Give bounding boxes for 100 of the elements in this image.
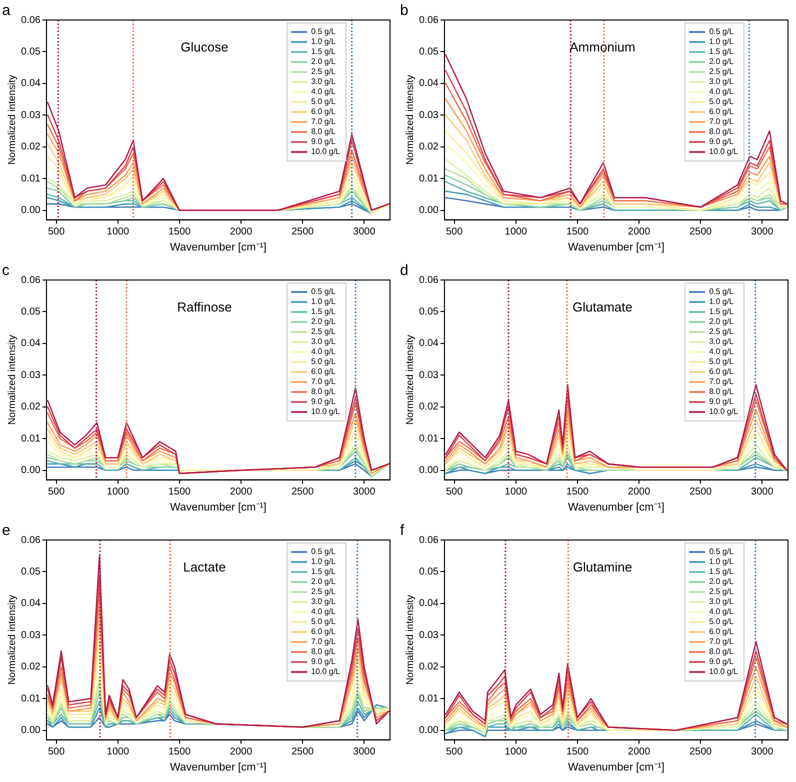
legend-label: 8.0 g/L xyxy=(709,127,734,136)
x-axis-title: Wavenumber [cm⁻¹] xyxy=(568,241,664,254)
x-tick-label: 1500 xyxy=(566,486,590,498)
legend-label: 4.0 g/L xyxy=(311,347,336,356)
x-tick-label: 2000 xyxy=(230,226,253,238)
chart-title: c xyxy=(2,262,10,280)
y-tick-label: 0.05 xyxy=(20,46,41,58)
x-tick-label: 2500 xyxy=(689,486,712,498)
x-tick-label: 1000 xyxy=(106,226,130,238)
y-tick-label: 0.02 xyxy=(418,142,439,153)
y-tick-label: 0.03 xyxy=(418,630,439,641)
legend-label: 10.0 g/L xyxy=(311,407,341,416)
legend-label: 1.0 g/L xyxy=(709,557,734,566)
x-tick-label: 3000 xyxy=(353,746,376,758)
legend-label: 1.5 g/L xyxy=(311,47,336,56)
x-tick-label: 3000 xyxy=(751,226,774,238)
legend-label: 2.0 g/L xyxy=(709,317,734,326)
y-axis-title: Normalized intensity xyxy=(404,594,416,685)
legend-label: 10.0 g/L xyxy=(709,407,739,416)
x-tick-label: 1500 xyxy=(168,746,192,758)
legend-label: 5.0 g/L xyxy=(709,97,734,106)
legend-label: 7.0 g/L xyxy=(311,117,336,126)
y-tick-label: 0.05 xyxy=(418,306,439,318)
legend-label: 1.5 g/L xyxy=(709,307,734,316)
x-tick-label: 1000 xyxy=(504,226,528,238)
x-tick-label: 500 xyxy=(48,226,66,238)
legend-label: 9.0 g/L xyxy=(311,137,336,146)
legend-label: 1.0 g/L xyxy=(311,37,336,46)
y-tick-label: 0.00 xyxy=(418,465,439,476)
x-tick-label: 3000 xyxy=(751,746,774,758)
legend-label: 3.0 g/L xyxy=(311,77,336,86)
x-tick-label: 2000 xyxy=(628,486,651,498)
legend-label: 8.0 g/L xyxy=(311,647,336,656)
x-tick-label: 2000 xyxy=(628,746,651,758)
legend-label: 7.0 g/L xyxy=(709,377,734,386)
x-axis-title: Wavenumber [cm⁻¹] xyxy=(568,761,664,774)
y-tick-label: 0.03 xyxy=(418,110,439,121)
annotation: Glutamine xyxy=(572,560,632,575)
y-tick-label: 0.04 xyxy=(20,338,41,350)
x-axis-title: Wavenumber [cm⁻¹] xyxy=(170,501,266,514)
x-tick-label: 500 xyxy=(48,486,66,498)
legend-label: 2.0 g/L xyxy=(709,577,734,586)
legend-label: 0.5 g/L xyxy=(709,287,734,296)
annotation: Glutamate xyxy=(572,300,632,315)
annotation: Ammonium xyxy=(570,40,636,55)
legend-label: 6.0 g/L xyxy=(311,367,336,376)
legend-label: 8.0 g/L xyxy=(709,647,734,656)
legend-label: 2.5 g/L xyxy=(709,587,734,596)
x-tick-label: 1000 xyxy=(504,486,528,498)
legend-label: 5.0 g/L xyxy=(311,617,336,626)
y-tick-label: 0.02 xyxy=(418,662,439,673)
legend-label: 4.0 g/L xyxy=(709,347,734,356)
chart-title: e xyxy=(2,522,10,540)
legend-label: 5.0 g/L xyxy=(311,97,336,106)
legend-label: 2.0 g/L xyxy=(311,57,336,66)
y-axis-title: Normalized intensity xyxy=(6,334,18,425)
legend-label: 9.0 g/L xyxy=(311,397,336,406)
legend-label: 0.5 g/L xyxy=(709,27,734,36)
y-tick-label: 0.06 xyxy=(418,274,439,286)
legend-label: 7.0 g/L xyxy=(709,637,734,646)
y-tick-label: 0.03 xyxy=(20,630,41,641)
y-tick-label: 0.04 xyxy=(418,598,439,610)
chart-title: d xyxy=(400,262,408,280)
legend-label: 3.0 g/L xyxy=(709,77,734,86)
y-tick-label: 0.01 xyxy=(20,433,41,444)
legend-label: 9.0 g/L xyxy=(709,397,734,406)
x-tick-label: 500 xyxy=(446,746,464,758)
y-axis-title: Normalized intensity xyxy=(6,594,18,685)
chart-title: f xyxy=(400,522,405,540)
legend-label: 2.5 g/L xyxy=(311,67,336,76)
x-tick-label: 2000 xyxy=(230,746,253,758)
x-tick-label: 2500 xyxy=(291,486,314,498)
y-tick-label: 0.02 xyxy=(20,142,41,153)
y-axis-title: Normalized intensity xyxy=(6,74,18,165)
x-tick-label: 1500 xyxy=(168,226,192,238)
legend-label: 0.5 g/L xyxy=(311,27,336,36)
legend-label: 1.0 g/L xyxy=(709,297,734,306)
legend-label: 9.0 g/L xyxy=(709,657,734,666)
y-tick-label: 0.01 xyxy=(418,433,439,444)
legend-label: 0.5 g/L xyxy=(311,547,336,556)
y-tick-label: 0.00 xyxy=(418,725,439,736)
legend-label: 1.5 g/L xyxy=(311,567,336,576)
y-axis-title: Normalized intensity xyxy=(404,334,416,425)
y-tick-label: 0.00 xyxy=(418,205,439,216)
legend-label: 4.0 g/L xyxy=(311,607,336,616)
chart-title: a xyxy=(2,2,11,20)
legend-label: 7.0 g/L xyxy=(311,377,336,386)
annotation: Glucose xyxy=(180,40,228,55)
y-tick-label: 0.04 xyxy=(418,338,439,350)
legend-label: 6.0 g/L xyxy=(311,627,336,636)
legend-label: 2.5 g/L xyxy=(311,587,336,596)
y-tick-label: 0.00 xyxy=(20,205,41,216)
y-tick-label: 0.03 xyxy=(418,370,439,381)
y-tick-label: 0.06 xyxy=(418,534,439,546)
y-tick-label: 0.05 xyxy=(418,46,439,58)
legend-label: 4.0 g/L xyxy=(709,87,734,96)
legend-label: 4.0 g/L xyxy=(311,87,336,96)
legend-label: 5.0 g/L xyxy=(709,357,734,366)
y-axis-title: Normalized intensity xyxy=(404,74,416,165)
y-tick-label: 0.05 xyxy=(20,306,41,318)
